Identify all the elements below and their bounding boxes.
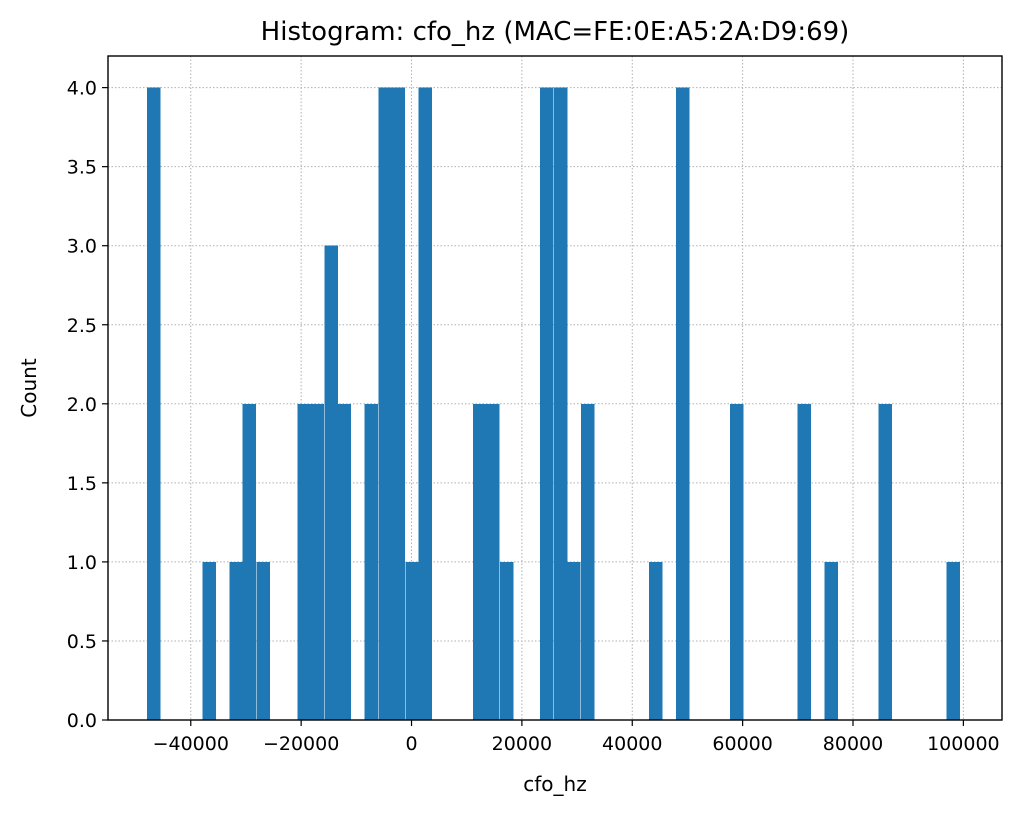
histogram-bar (540, 87, 554, 721)
x-tick-label: −40000 (153, 733, 229, 755)
x-tick-label: 100000 (927, 733, 1000, 755)
y-tick-label: 1.5 (67, 473, 97, 495)
histogram-bar (648, 561, 663, 720)
histogram-bar (324, 245, 338, 720)
histogram-bar (499, 561, 514, 720)
y-tick-label: 0.5 (67, 631, 97, 653)
histogram-bar (567, 561, 581, 720)
y-tick-label: 2.5 (67, 315, 97, 337)
y-tick-label: 1.0 (67, 552, 97, 574)
histogram-bar (553, 87, 568, 721)
histogram-bar (580, 403, 595, 720)
plot-frame (107, 55, 1003, 721)
histogram-bar (337, 403, 352, 720)
x-tick-label: −20000 (263, 733, 339, 755)
x-tick-label: 0 (405, 733, 417, 755)
histogram-bar (391, 87, 406, 721)
y-axis-ticks: 0.0 0.5 1.0 1.5 2.0 2.5 3.0 3.5 4.0 (67, 78, 108, 732)
histogram-bar (486, 403, 500, 720)
histogram-bar (472, 403, 487, 720)
histogram-bar (378, 87, 392, 721)
histogram-bar (418, 87, 433, 721)
histogram-bar (824, 561, 838, 720)
histogram-bar (946, 561, 960, 720)
histogram-bar (729, 403, 744, 720)
y-tick-label: 3.0 (67, 236, 97, 258)
x-tick-label: 40000 (602, 733, 662, 755)
y-tick-label: 3.5 (67, 157, 97, 179)
y-tick-label: 0.0 (67, 710, 97, 732)
histogram-bar (364, 403, 379, 720)
histogram-bar (297, 403, 311, 720)
histogram-bar (202, 561, 216, 720)
x-tick-label: 20000 (492, 733, 552, 755)
histogram-bar (310, 403, 325, 720)
x-axis-ticks: −40000 −20000 0 20000 40000 60000 80000 100000 (153, 720, 1000, 755)
histogram-bar (878, 403, 892, 720)
histogram-bar (147, 87, 161, 721)
histogram-bar (675, 87, 690, 721)
x-axis-label: cfo_hz (523, 772, 586, 796)
x-tick-label: 60000 (712, 733, 772, 755)
x-tick-label: 80000 (823, 733, 883, 755)
histogram-bar (797, 403, 811, 720)
chart-title: Histogram: cfo_hz (MAC=FE:0E:A5:2A:D9:69… (261, 17, 850, 47)
y-axis-label: Count (17, 358, 41, 418)
y-tick-label: 2.0 (67, 394, 97, 416)
histogram-bar (405, 561, 419, 720)
y-tick-label: 4.0 (67, 78, 97, 100)
histogram-bar (256, 561, 270, 720)
bars (147, 87, 960, 721)
histogram-bar (242, 403, 257, 720)
histogram-bar (229, 561, 243, 720)
